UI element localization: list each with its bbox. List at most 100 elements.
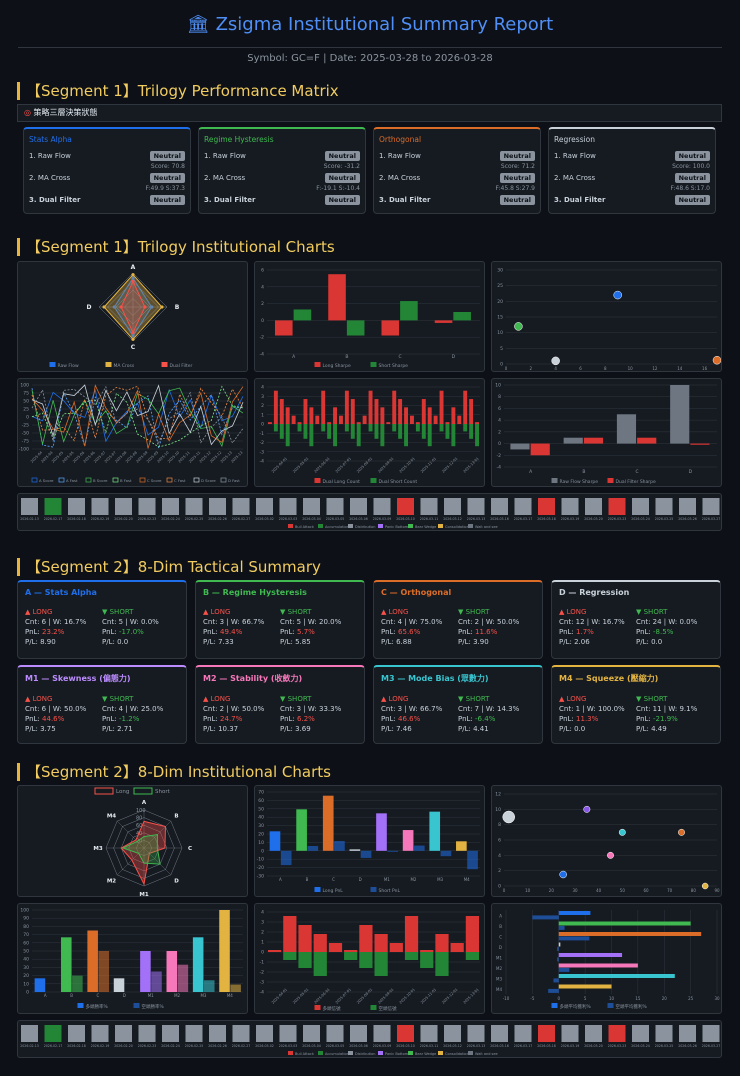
long-count-bar <box>279 399 284 424</box>
regime-date: 2026-03-24 <box>631 1044 650 1048</box>
legend-label: Consolidation <box>445 525 469 529</box>
winrate-bar <box>192 937 204 992</box>
section-title-tactical: 【Segment 2】8-Dim Tactical Summary <box>17 558 321 576</box>
x-tick: 2025-09-01 <box>377 987 394 1004</box>
regime-date: 2026-03-18 <box>537 517 556 521</box>
tactical-long-col: ▲ LONG Cnt: 1 | W: 100.0% PnL: 11.3% P/L: 0… <box>559 694 636 734</box>
y-tick: M4 <box>496 987 502 992</box>
regime-cell <box>185 498 203 515</box>
tactical-card-title: M1 — Skewness (偏態力) <box>25 674 131 683</box>
regime-cell <box>608 498 626 515</box>
trilogy-raw-dual-sharpe-chart: -4 -2 0 2 4 6 8 10 A B C D Raw Flow Sharpe Dual Filte… <box>491 378 722 487</box>
long-count-bar <box>359 925 373 952</box>
scatter-point <box>712 355 721 365</box>
matrix-row-label: 3. Dual Filter <box>379 195 431 204</box>
y-tick: -1 <box>260 431 265 437</box>
regime-cell <box>44 1025 62 1042</box>
profit-factor: P/L: 7.33 <box>203 638 234 646</box>
pnl-value: 6.2% <box>297 715 315 723</box>
short-count-bar <box>297 424 302 432</box>
tactical-long-col: ▲ LONG Cnt: 6 | W: 50.0% PnL: 44.6% P/L: 3.… <box>25 694 102 734</box>
trade-count: Cnt: 5 | W: 0.0% <box>102 618 159 626</box>
legend-swatch <box>348 1051 353 1055</box>
pnl-line: PnL: 44.6% <box>25 715 65 723</box>
legend-swatch <box>314 478 321 483</box>
y-tick: 2 <box>261 930 264 936</box>
y-tick: 20 <box>23 973 29 979</box>
winrate-bar <box>151 971 162 992</box>
score-line <box>31 388 244 449</box>
regime-cell <box>397 498 414 515</box>
regime-cell <box>514 1025 532 1042</box>
x-tick: 2025-10-01 <box>399 987 416 1004</box>
winrate-bar <box>177 964 189 992</box>
y-tick: 50 <box>23 399 29 405</box>
legend-label: Bull Attack <box>295 525 315 529</box>
tactical-card-title: M4 — Squeeze (壓縮力) <box>559 674 659 683</box>
long-count-bar <box>469 399 474 424</box>
y-tick: 20 <box>258 832 264 838</box>
pnl-value: 5.7% <box>297 628 315 636</box>
profit-factor: P/L: 8.90 <box>25 638 56 646</box>
regime-cell <box>373 498 391 515</box>
regime-cell <box>538 1025 555 1042</box>
legend-label: Wait and see <box>475 1052 498 1056</box>
pnl-value: -21.9% <box>653 715 678 723</box>
regime-cell <box>467 1025 485 1042</box>
x-tick: 30 <box>572 888 578 893</box>
legend-swatch <box>193 477 200 483</box>
x-tick: 50 <box>620 888 626 893</box>
regime-date: 2026-03-16 <box>490 1044 509 1048</box>
pnl-line: PnL: -8.5% <box>636 628 674 636</box>
legend-swatch <box>370 478 377 483</box>
long-count-bar <box>298 925 312 952</box>
trilogy-radar-chart: A B C D Raw Flow MA Cross Dual Filter <box>17 261 248 372</box>
matrix-card: Orthogonal 1. Raw Flow Neutral Score: 71.2 2… <box>373 127 541 214</box>
short-count-bar <box>344 424 349 432</box>
winrate-bar <box>219 910 230 992</box>
page-title: 🏛 Zsigma Institutional Summary Report <box>186 14 554 35</box>
regime-cell <box>373 1025 391 1042</box>
tactical-long-label: ▲ LONG <box>25 695 53 703</box>
y-tick: -100 <box>19 447 29 453</box>
sharpe-bar <box>381 320 400 336</box>
tactical-short-col: ▼ SHORT Cnt: 2 | W: 50.0% PnL: 11.6% P/L: 3… <box>458 607 535 647</box>
radar-axis <box>117 821 145 849</box>
regime-date: 2026-02-24 <box>161 1044 180 1048</box>
x-tick: 2025-12-01 <box>441 987 458 1004</box>
short-count-bar <box>380 424 385 447</box>
y-tick: 90 <box>23 916 29 922</box>
x-tick: A <box>279 877 282 882</box>
short-count-bar <box>404 952 419 960</box>
report-subtitle: Symbol: GC=F | Date: 2025-03-28 to 2026-… <box>247 53 493 64</box>
matrix-row-label: 2. MA Cross <box>204 173 246 182</box>
tactical-card-title: D — Regression <box>559 588 630 597</box>
legend-label: 空頭勝率% <box>142 1003 165 1010</box>
winrate-bar <box>166 951 178 992</box>
long-count-bar <box>457 415 462 424</box>
radar-series-polygon <box>120 820 167 886</box>
regime-date: 2026-02-18 <box>67 1044 86 1048</box>
legend-swatch <box>133 1003 140 1008</box>
y-tick: 80 <box>23 924 29 930</box>
pnl-bar <box>440 850 452 857</box>
regime-date: 2026-03-17 <box>514 517 533 521</box>
radar-tick: 80 <box>136 816 142 822</box>
short-count-bar <box>374 952 388 976</box>
matrix-row: 1. Raw Flow Neutral <box>204 150 360 161</box>
regime-cell <box>256 1025 273 1042</box>
legend-swatch <box>112 477 119 483</box>
matrix-row-label: 1. Raw Flow <box>204 151 246 160</box>
tactical-columns: ▲ LONG Cnt: 12 | W: 16.7% PnL: 1.7% P/L: 2.… <box>559 607 713 647</box>
avg-profit-bar <box>558 953 623 957</box>
x-tick: B <box>345 354 348 360</box>
legend-label: D Score <box>201 478 216 483</box>
short-count-bar <box>344 952 358 960</box>
x-tick: 2025-05-01 <box>292 987 309 1004</box>
regime-cell <box>91 498 109 515</box>
y-tick: 8 <box>498 822 501 828</box>
matrix-row-label: 2. MA Cross <box>554 173 596 182</box>
avg-profit-bar <box>557 946 559 951</box>
winrate-bar <box>98 951 110 992</box>
regime-cell <box>232 1025 250 1042</box>
